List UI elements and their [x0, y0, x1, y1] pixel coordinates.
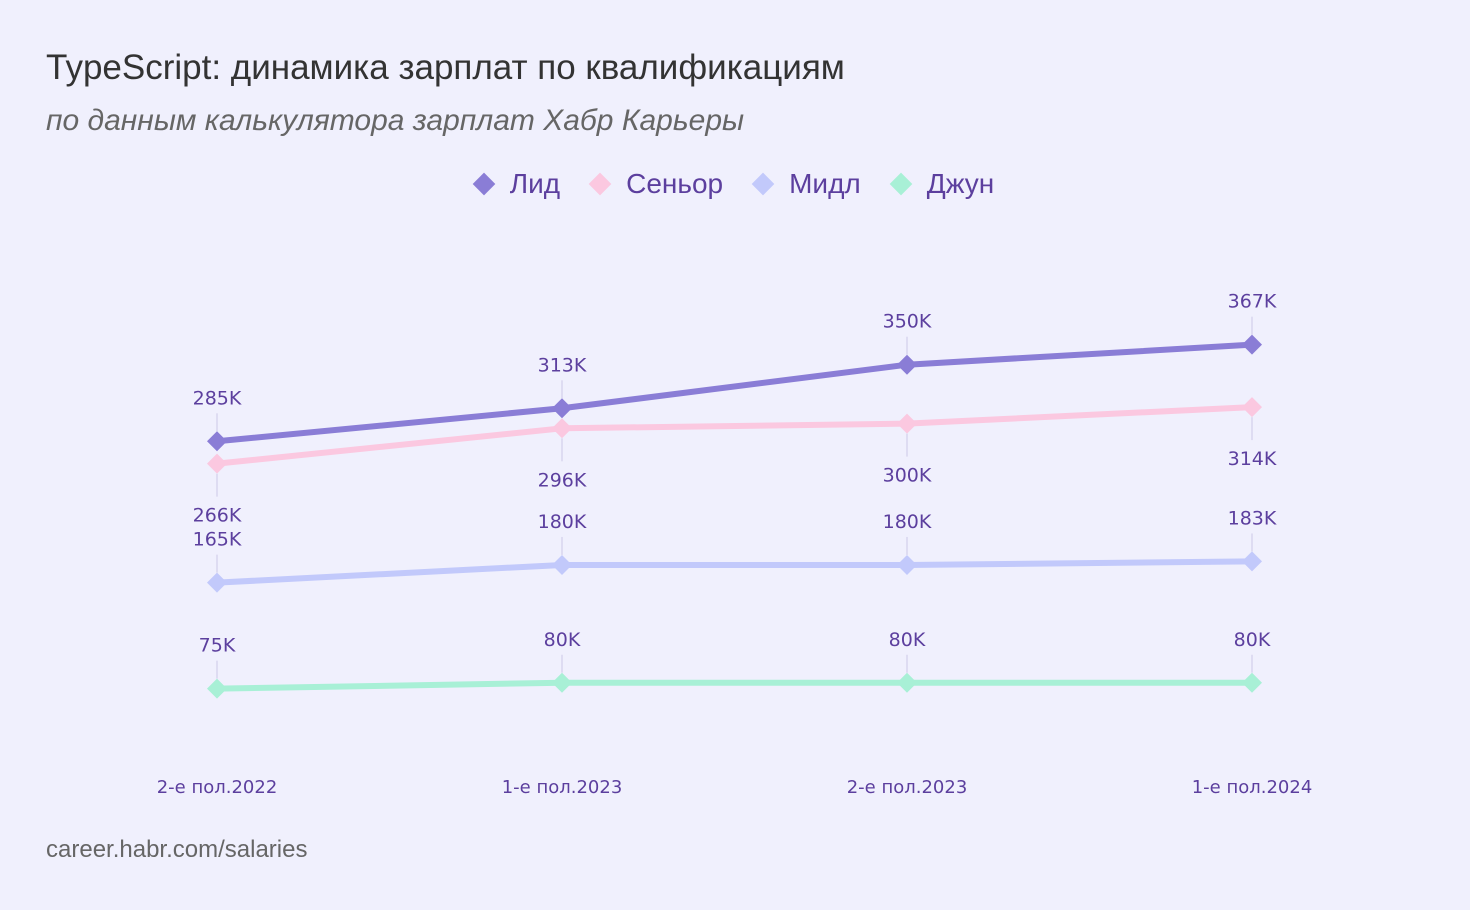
- data-point-marker: [897, 413, 917, 434]
- data-labels: 75K 80K 80K 80K 165K 180K 180K 183K 266K 296K 300K…: [193, 291, 1277, 657]
- legend-item[interactable]: Джун: [889, 168, 995, 200]
- data-label: 266K: [193, 505, 242, 527]
- data-label: 75K: [199, 635, 236, 657]
- data-point-marker: [552, 672, 572, 693]
- data-point-marker: [1242, 397, 1262, 418]
- legend-item[interactable]: Лид: [472, 168, 561, 200]
- data-point-marker: [897, 354, 917, 375]
- label-connectors: [216, 316, 1253, 679]
- x-tick-label: 1-е пол.2024: [1192, 777, 1313, 798]
- data-point-marker: [1242, 334, 1262, 355]
- data-point-marker: [552, 418, 572, 439]
- chart-subtitle: по данным калькулятора зарплат Хабр Карь…: [46, 104, 745, 137]
- data-label: 285K: [193, 387, 242, 409]
- data-label: 300K: [883, 465, 932, 487]
- data-label: 313K: [538, 354, 587, 376]
- legend-item[interactable]: Сеньор: [588, 168, 724, 200]
- x-tick-label: 2-е пол.2022: [157, 777, 278, 798]
- data-point-marker: [1242, 672, 1262, 693]
- series-line: [214, 679, 1255, 692]
- data-point-marker: [552, 554, 572, 575]
- x-tick-label: 1-е пол.2023: [502, 777, 623, 798]
- data-label: 80K: [889, 629, 926, 651]
- data-label: 80K: [544, 629, 581, 651]
- data-label: 180K: [538, 511, 587, 533]
- legend-item[interactable]: Мидл: [751, 168, 861, 200]
- series-line: [214, 558, 1255, 586]
- data-point-marker: [207, 572, 227, 593]
- data-label: 367K: [1228, 291, 1277, 313]
- source-text: career.habr.com/salaries: [46, 836, 308, 863]
- legend-label: Сеньор: [626, 168, 724, 199]
- legend-label: Мидл: [789, 168, 861, 199]
- x-tick-label: 2-е пол.2023: [847, 777, 968, 798]
- data-point-marker: [897, 554, 917, 575]
- data-point-marker: [207, 453, 227, 474]
- data-point-marker: [897, 672, 917, 693]
- data-label: 80K: [1234, 629, 1271, 651]
- chart-title: TypeScript: динамика зарплат по квалифик…: [46, 48, 845, 87]
- data-label: 165K: [193, 529, 242, 551]
- series-line: [214, 341, 1255, 445]
- legend-label: Джун: [926, 168, 995, 199]
- data-point-marker: [1242, 551, 1262, 572]
- data-label: 180K: [883, 511, 932, 533]
- data-label: 296K: [538, 469, 587, 491]
- legend-label: Лид: [509, 168, 561, 199]
- data-point-marker: [207, 431, 227, 452]
- legend: Лид Сеньор Мидл Джун: [0, 168, 1470, 200]
- data-label: 183K: [1228, 507, 1277, 529]
- data-label: 350K: [883, 311, 932, 333]
- data-point-marker: [207, 678, 227, 699]
- data-point-marker: [552, 398, 572, 419]
- series-line: [214, 404, 1255, 467]
- data-label: 314K: [1228, 448, 1277, 470]
